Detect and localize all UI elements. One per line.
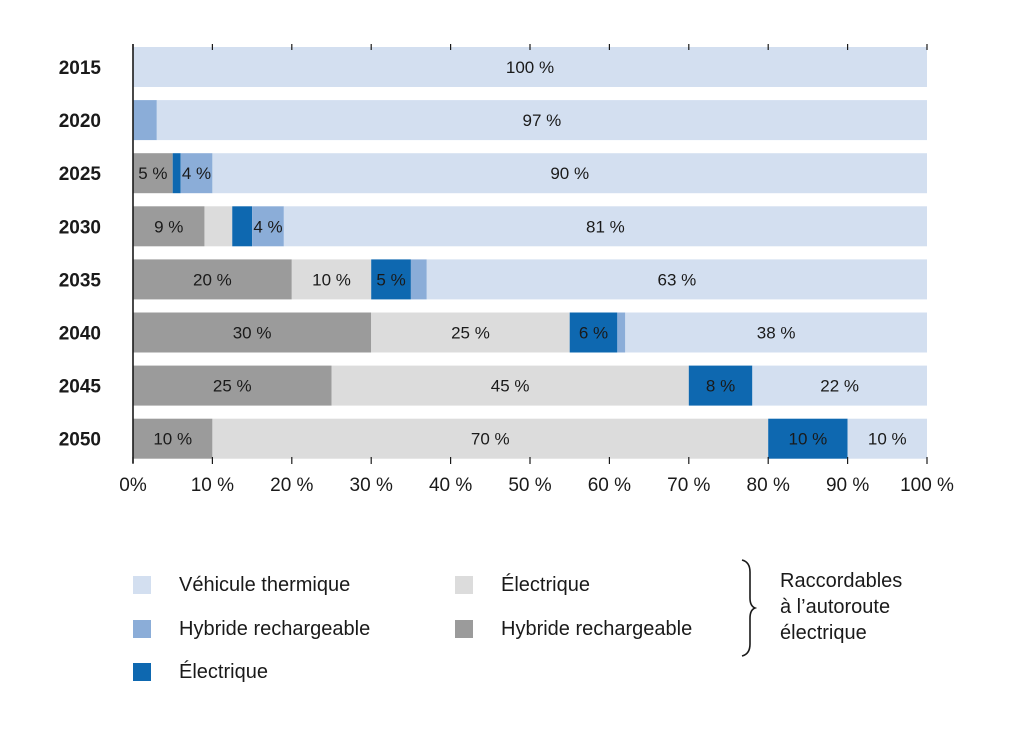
bar-segment	[569, 312, 618, 353]
bars-layer	[133, 47, 927, 459]
tick-marks-layer	[132, 44, 928, 464]
x-tick-label: 50 %	[508, 475, 551, 496]
bar-segment	[371, 312, 570, 353]
legend-item-vehicule-thermique: Véhicule thermique	[133, 572, 350, 598]
legend-label: Véhicule thermique	[179, 573, 351, 596]
data-label: 70 %	[471, 430, 510, 449]
legend-label: Électrique	[179, 660, 268, 683]
data-label: 4 %	[182, 164, 211, 183]
data-label: 22 %	[820, 377, 859, 396]
data-label: 10 %	[153, 430, 192, 449]
bar-segment	[232, 206, 253, 247]
data-label: 20 %	[193, 270, 232, 289]
y-tick-label: 2035	[59, 270, 102, 291]
legend-swatch	[455, 620, 473, 638]
bar-segment	[291, 259, 372, 300]
curly-brace-icon	[741, 559, 758, 657]
group-note-line: Raccordables	[780, 570, 903, 592]
data-label: 4 %	[253, 217, 282, 236]
y-tick-label: 2015	[59, 58, 102, 79]
bar-segment	[133, 47, 927, 87]
bar-segment	[133, 206, 205, 247]
bar-segment	[133, 259, 292, 300]
x-tick-label: 30 %	[350, 475, 393, 496]
bar-segment	[768, 418, 848, 459]
legend-swatch	[455, 576, 473, 594]
legend-swatch	[133, 576, 151, 594]
x-tick-label: 20 %	[270, 475, 313, 496]
bar-segment	[133, 153, 173, 194]
bar-segment	[204, 206, 233, 247]
legend-item-hybride-rechargeable-raccordable: Hybride rechargeable	[455, 616, 692, 642]
data-label: 81 %	[586, 217, 625, 236]
data-label: 63 %	[658, 270, 697, 289]
y-tick-label: 2050	[59, 430, 101, 451]
bar-segment	[752, 365, 927, 406]
data-label: 38 %	[757, 324, 796, 343]
legend-item-electrique-raccordable: Électrique	[455, 572, 590, 598]
data-label: 25 %	[213, 377, 252, 396]
y-tick-label: 2020	[59, 111, 101, 132]
legend-item-electrique: Électrique	[133, 659, 268, 685]
x-tick-label: 40 %	[429, 475, 472, 496]
data-label: 9 %	[154, 217, 183, 236]
x-tick-label: 80 %	[747, 475, 790, 496]
data-label: 10 %	[312, 270, 351, 289]
data-label: 10 %	[789, 430, 828, 449]
data-label: 6 %	[579, 324, 608, 343]
data-label: 10 %	[868, 430, 907, 449]
bar-segment	[180, 153, 213, 194]
legend-swatch	[133, 620, 151, 638]
data-label: 8 %	[706, 377, 735, 396]
group-note: Raccordables à l’autoroute électrique	[780, 568, 902, 646]
bar-segment	[331, 365, 689, 406]
bar-segment	[283, 206, 927, 247]
bar-segment	[371, 259, 411, 300]
data-label: 30 %	[233, 324, 272, 343]
y-tick-label: 2025	[59, 164, 102, 185]
data-label: 25 %	[451, 324, 490, 343]
legend-label: Hybride rechargeable	[179, 617, 371, 640]
data-label: 45 %	[491, 377, 530, 396]
bar-segment	[172, 153, 181, 194]
group-note-line: à l’autoroute	[780, 596, 891, 618]
legend-label: Hybride rechargeable	[501, 617, 693, 640]
bar-segment	[617, 312, 626, 353]
bar-segment	[847, 418, 927, 459]
x-tick-label: 70 %	[667, 475, 710, 496]
y-tick-label: 2030	[59, 217, 101, 238]
data-label: 100 %	[506, 58, 554, 77]
legend-item-hybride-rechargeable: Hybride rechargeable	[133, 616, 370, 642]
bar-segment	[212, 418, 769, 459]
bar-segment	[212, 153, 927, 194]
bar-segment	[410, 259, 427, 300]
bar-segment	[133, 100, 157, 141]
bar-segment	[426, 259, 927, 300]
x-tick-label: 90 %	[826, 475, 869, 496]
bar-segment	[133, 365, 332, 406]
bar-segment	[688, 365, 753, 406]
x-tick-label: 0%	[119, 475, 147, 496]
legend-swatch	[133, 663, 151, 681]
x-tick-label: 60 %	[588, 475, 631, 496]
data-label: 97 %	[523, 111, 562, 130]
y-tick-label: 2040	[59, 324, 101, 345]
bar-segment	[133, 312, 372, 353]
bar-segment	[156, 100, 927, 141]
data-label: 5 %	[138, 164, 167, 183]
x-tick-label: 10 %	[191, 475, 234, 496]
bar-segment	[252, 206, 284, 247]
bar-segment	[625, 312, 927, 353]
legend-label: Électrique	[501, 573, 590, 596]
stacked-bar-chart: 100 % 2015 97 % 2020 5 % 4 % 90 % 2025 9 % 4 % 81 …	[59, 44, 954, 496]
x-tick-label: 100 %	[900, 475, 954, 496]
bar-segment	[133, 418, 213, 459]
data-label: 90 %	[550, 164, 589, 183]
group-note-line: électrique	[780, 622, 867, 644]
data-label: 5 %	[376, 270, 405, 289]
y-tick-label: 2045	[59, 377, 102, 398]
labels-layer: 100 % 2015 97 % 2020 5 % 4 % 90 % 2025 9 % 4 % 81 …	[59, 58, 954, 496]
